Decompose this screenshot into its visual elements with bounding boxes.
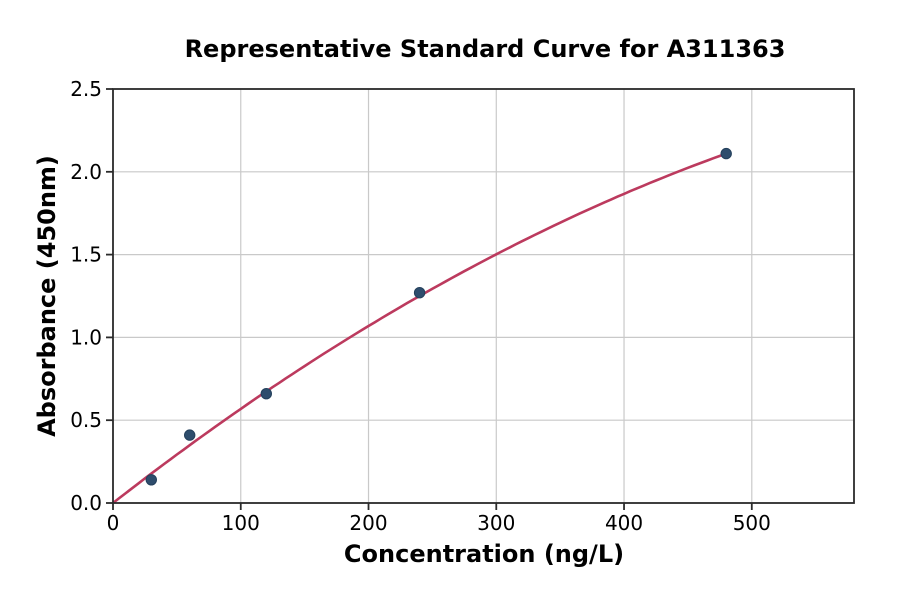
y-tick-label: 0.0 bbox=[70, 491, 102, 515]
plot-border bbox=[112, 88, 855, 504]
x-tick-label: 100 bbox=[222, 511, 260, 535]
y-tick-label: 2.5 bbox=[70, 77, 102, 101]
data-point bbox=[184, 429, 196, 441]
x-axis-label: Concentration (ng/L) bbox=[343, 540, 625, 568]
x-tick-label: 300 bbox=[477, 511, 515, 535]
fit-curve bbox=[111, 152, 728, 505]
y-tick-label: 1.5 bbox=[70, 243, 102, 267]
data-point bbox=[413, 287, 426, 299]
x-tick-label: 400 bbox=[605, 511, 643, 535]
x-tick-label: 200 bbox=[349, 511, 387, 535]
y-tick-label: 1.0 bbox=[70, 325, 102, 349]
y-tick-label: 0.5 bbox=[70, 408, 102, 432]
x-tick-label: 0 bbox=[107, 511, 120, 535]
data-point bbox=[260, 388, 272, 400]
y-tick-label: 2.0 bbox=[70, 160, 102, 184]
x-tick-label: 500 bbox=[733, 511, 771, 535]
data-point bbox=[145, 474, 158, 486]
data-point bbox=[720, 147, 732, 160]
chart-title: Representative Standard Curve for A31136… bbox=[184, 35, 786, 63]
